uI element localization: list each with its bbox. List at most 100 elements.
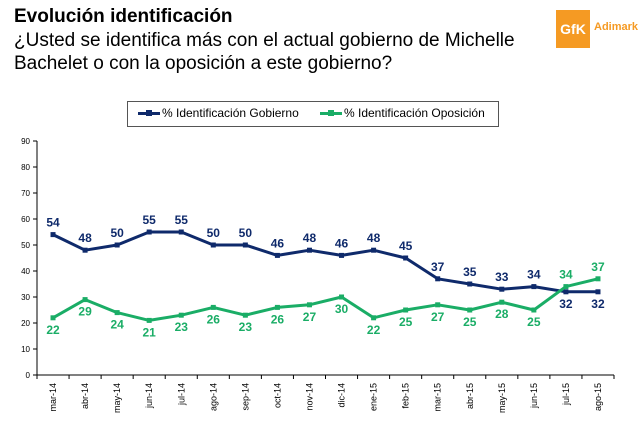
data-label-gobierno: 32 (559, 297, 573, 311)
data-label-gobierno: 50 (110, 226, 124, 240)
data-point-oposicion (274, 304, 280, 310)
x-tick-label: may-15 (497, 383, 507, 413)
data-point-oposicion (563, 284, 569, 290)
data-label-gobierno: 50 (239, 226, 253, 240)
x-tick-label: feb-15 (401, 383, 411, 409)
y-tick-label: 50 (21, 241, 30, 250)
data-label-oposicion: 24 (110, 318, 124, 332)
data-label-oposicion: 25 (527, 315, 541, 329)
legend-label-oposicion: % Identificación Oposición (344, 106, 485, 120)
x-tick-label: ago-15 (593, 383, 603, 411)
data-point-gobierno (114, 242, 120, 248)
x-tick-label: mar-15 (433, 383, 443, 412)
data-point-oposicion (82, 297, 88, 303)
data-point-oposicion (403, 307, 409, 313)
data-point-gobierno (467, 281, 473, 287)
data-point-oposicion (210, 304, 216, 310)
data-point-gobierno (178, 229, 184, 235)
data-point-oposicion (178, 312, 184, 318)
data-label-oposicion: 30 (335, 302, 349, 316)
data-point-oposicion (306, 302, 312, 308)
data-label-gobierno: 46 (271, 236, 285, 250)
data-label-gobierno: 46 (335, 236, 349, 250)
data-point-oposicion (595, 276, 601, 282)
data-label-gobierno: 48 (303, 231, 317, 245)
data-label-oposicion: 29 (78, 305, 92, 319)
y-tick-label: 90 (21, 137, 30, 146)
x-tick-label: jun-15 (529, 383, 539, 409)
data-point-gobierno (435, 276, 441, 282)
data-point-oposicion (371, 315, 377, 321)
data-point-gobierno (50, 232, 56, 238)
data-point-gobierno (210, 242, 216, 248)
x-tick-label: oct-14 (272, 383, 282, 408)
legend-item-oposicion: % Identificación Oposición (320, 106, 485, 120)
adimark-logo-text: Adimark (594, 21, 639, 33)
data-label-oposicion: 23 (175, 320, 189, 334)
chart-legend: % Identificación Gobierno % Identificaci… (127, 101, 499, 127)
y-tick-label: 80 (21, 163, 30, 172)
data-point-oposicion (531, 307, 537, 313)
survey-question: ¿Usted se identifica más con el actual g… (14, 30, 515, 74)
y-tick-label: 20 (21, 319, 30, 328)
data-point-gobierno (82, 247, 88, 253)
x-tick-label: jun-14 (144, 383, 154, 409)
data-point-gobierno (403, 255, 409, 261)
chart-title: Evolución identificación (14, 6, 233, 27)
data-label-oposicion: 21 (143, 325, 157, 339)
data-label-gobierno: 55 (143, 213, 157, 227)
data-point-gobierno (371, 247, 377, 253)
data-point-gobierno (499, 286, 505, 292)
data-label-oposicion: 26 (271, 312, 285, 326)
data-label-gobierno: 34 (527, 268, 541, 282)
data-label-gobierno: 35 (463, 265, 477, 279)
data-label-oposicion: 27 (431, 310, 445, 324)
data-point-oposicion (50, 315, 56, 321)
x-tick-label: abr-14 (80, 383, 90, 409)
data-label-gobierno: 32 (591, 297, 605, 311)
data-label-oposicion: 23 (239, 320, 253, 334)
data-label-gobierno: 33 (495, 270, 509, 284)
data-point-oposicion (499, 299, 505, 305)
x-tick-label: jul-14 (176, 383, 186, 406)
x-tick-label: nov-14 (304, 383, 314, 411)
data-label-gobierno: 37 (431, 260, 445, 274)
data-label-oposicion: 26 (207, 312, 221, 326)
gfk-adimark-logo: GfK Adimark (556, 10, 639, 48)
x-tick-label: ene-15 (369, 383, 379, 411)
x-tick-label: mar-14 (48, 383, 58, 412)
series-line-oposicion (52, 277, 599, 322)
data-label-oposicion: 34 (559, 268, 573, 282)
data-point-gobierno (563, 289, 569, 295)
data-label-oposicion: 25 (399, 315, 413, 329)
data-point-gobierno (339, 252, 345, 258)
y-tick-label: 0 (26, 371, 31, 380)
data-point-oposicion (339, 294, 345, 300)
x-tick-label: abr-15 (465, 383, 475, 409)
data-point-oposicion (146, 317, 152, 323)
data-point-oposicion (435, 302, 441, 308)
data-label-gobierno: 50 (207, 226, 221, 240)
x-tick-label: ago-14 (208, 383, 218, 411)
y-tick-label: 10 (21, 345, 30, 354)
data-label-gobierno: 48 (78, 231, 92, 245)
data-point-gobierno (306, 247, 312, 253)
data-point-oposicion (467, 307, 473, 313)
gfk-logo-mark: GfK (556, 10, 590, 48)
x-tick-label: sep-14 (240, 383, 250, 411)
data-point-gobierno (531, 284, 537, 290)
data-label-oposicion: 37 (591, 260, 605, 274)
legend-swatch-gobierno (138, 109, 160, 116)
y-tick-label: 30 (21, 293, 30, 302)
legend-item-gobierno: % Identificación Gobierno (138, 106, 299, 120)
data-label-oposicion: 27 (303, 310, 317, 324)
data-label-gobierno: 45 (399, 239, 413, 253)
data-point-oposicion (114, 310, 120, 316)
data-label-gobierno: 48 (367, 231, 381, 245)
data-point-gobierno (274, 252, 280, 258)
x-tick-label: dic-14 (337, 383, 347, 408)
data-label-gobierno: 54 (46, 216, 60, 230)
y-tick-label: 60 (21, 215, 30, 224)
data-label-gobierno: 55 (175, 213, 189, 227)
